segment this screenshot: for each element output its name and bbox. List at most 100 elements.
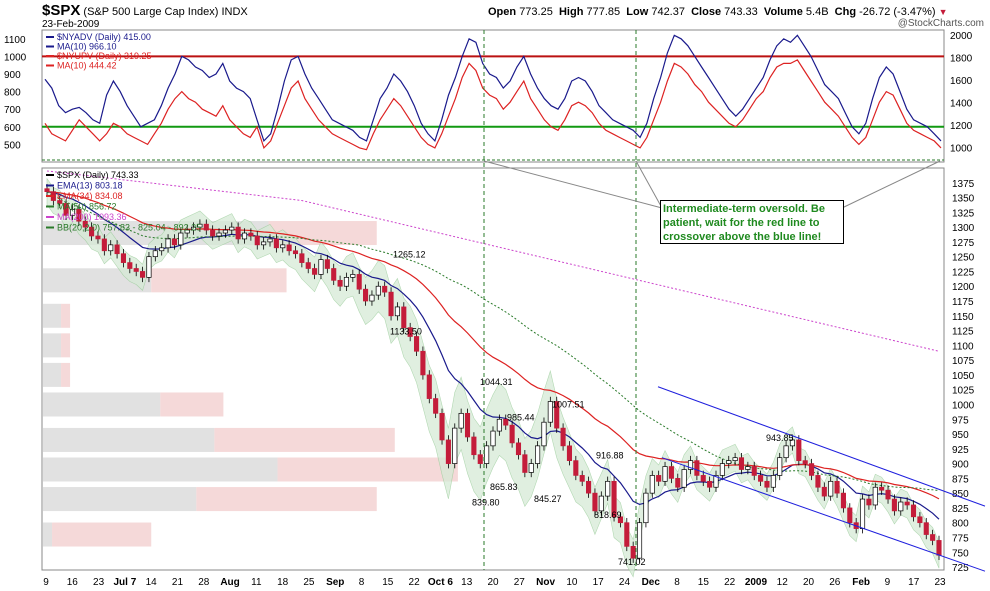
candle-body [719, 463, 725, 476]
candle-body [375, 285, 381, 296]
candle-body [586, 480, 592, 494]
x-axis-tick: 8 [359, 577, 365, 588]
indicator-series-line [44, 59, 942, 151]
x-axis-tick: 20 [803, 577, 815, 588]
candle-body [630, 546, 636, 559]
x-axis-tick: Aug [220, 577, 239, 588]
candle-body [216, 232, 222, 237]
candle-body [203, 223, 209, 231]
candle-body [401, 306, 407, 328]
price-legend-entry: MA(200) 1093.36 [57, 212, 127, 222]
price-y-tick: 875 [952, 474, 969, 485]
candle-body [280, 244, 286, 249]
price-y-tick: 1275 [952, 238, 975, 249]
candle-body [770, 475, 776, 488]
x-axis-tick: 18 [277, 577, 289, 588]
candle-body [197, 223, 203, 228]
candle-body [165, 238, 171, 249]
candle-body [426, 374, 432, 399]
candle-body [828, 480, 834, 497]
x-axis-tick: 15 [382, 577, 394, 588]
candle-body [477, 454, 483, 464]
candle-body [439, 412, 445, 441]
candle-body [343, 277, 350, 287]
candle-body [394, 306, 400, 317]
candle-body [738, 457, 745, 470]
candle-body [108, 244, 114, 252]
candle-body [923, 522, 929, 535]
candle-body [95, 235, 101, 240]
x-axis-tick: 16 [67, 577, 79, 588]
candle-body [605, 480, 611, 497]
candle-body [261, 241, 267, 246]
credit: @StockCharts.com [897, 18, 984, 29]
volume-at-price-bar [43, 487, 197, 512]
exchange: INDX [221, 6, 248, 18]
candle-body [707, 480, 713, 488]
candle-body [420, 350, 426, 376]
indicator-legend-entry: $NYADV (Daily) 415.00 [57, 32, 151, 42]
candle-body [592, 492, 598, 512]
price-y-tick: 950 [952, 430, 969, 441]
price-y-tick: 725 [952, 563, 969, 574]
candle-body [681, 469, 687, 488]
candle-body [687, 460, 694, 470]
candle-body [413, 336, 420, 352]
candle-body [464, 412, 471, 438]
volume-at-price-bar [43, 303, 62, 328]
volume-at-price-bar [43, 362, 62, 387]
price-label: 865.83 [490, 482, 518, 492]
x-axis-tick: 17 [593, 577, 605, 588]
price-y-tick: 750 [952, 548, 969, 559]
x-axis-tick: 21 [172, 577, 184, 588]
price-label: 1133.50 [390, 327, 422, 337]
candle-body [254, 235, 260, 246]
candle-body [675, 478, 681, 488]
candle-body [547, 401, 553, 423]
x-axis-tick: 12 [777, 577, 789, 588]
candle-body [324, 259, 330, 269]
candle-body [356, 274, 362, 290]
price-legend-entry: EMA(13) 803.18 [57, 181, 123, 191]
candle-body [515, 442, 522, 456]
price-y-tick: 1175 [952, 297, 974, 308]
candle-body [898, 501, 904, 512]
candle-body [904, 501, 910, 506]
price-y-tick: 975 [952, 415, 969, 426]
candle-body [930, 534, 936, 541]
volume-at-price-bar [43, 333, 62, 358]
down-triangle-icon: ▼ [938, 7, 948, 17]
price-y-tick: 1075 [952, 356, 975, 367]
candle-body [471, 436, 477, 456]
candle-body [44, 188, 50, 192]
symbol-description: (S&P 500 Large Cap Index) [83, 6, 219, 18]
candle-body [63, 203, 69, 216]
price-label: 916.88 [596, 451, 624, 461]
price-label: 1007.51 [552, 399, 585, 409]
channel-upper-line [657, 386, 986, 507]
candle-body [726, 460, 732, 464]
candle-body [445, 439, 451, 464]
price-y-tick: 1050 [952, 371, 975, 382]
callout-pointer [483, 160, 663, 209]
volume-at-price-bar [43, 427, 215, 452]
candle-body [859, 498, 866, 529]
candle-body [248, 232, 254, 237]
callout-pointer [635, 160, 663, 209]
x-axis-tick: 9 [43, 577, 49, 588]
price-legend-entry: MA(50) 856.72 [57, 202, 117, 212]
candle-body [229, 226, 235, 231]
candle-body [662, 466, 668, 482]
candle-body [127, 262, 133, 269]
candle-body [57, 200, 63, 204]
candle-body [267, 238, 273, 243]
indicator-left-tick: 1100 [4, 35, 26, 46]
candle-body [636, 522, 643, 559]
candle-body [834, 480, 840, 494]
candle-body [350, 274, 356, 278]
price-y-tick: 1250 [952, 253, 975, 264]
candle-body [879, 486, 885, 491]
candle-body [490, 430, 496, 447]
price-label: 741.02 [618, 557, 646, 567]
candle-body [382, 285, 388, 293]
